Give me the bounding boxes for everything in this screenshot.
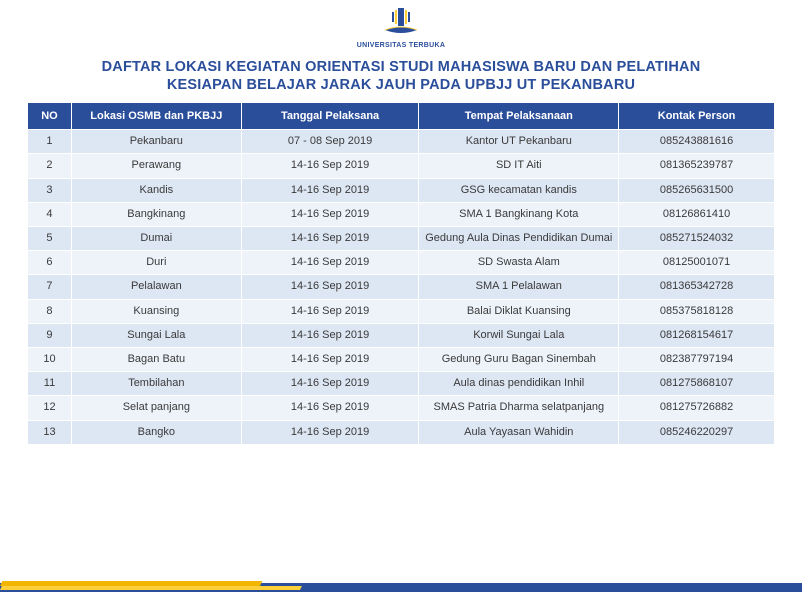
title-line-2: KESIAPAN BELAJAR JARAK JAUH PADA UPBJJ U… xyxy=(0,76,802,94)
logo-caption: UNIVERSITAS TERBUKA xyxy=(357,42,445,49)
cell: 14-16 Sep 2019 xyxy=(241,299,419,323)
locations-table: NO Lokasi OSMB dan PKBJJ Tanggal Pelaksa… xyxy=(27,102,775,444)
table-row: 1Pekanbaru07 - 08 Sep 2019Kantor UT Peka… xyxy=(28,130,775,154)
cell: 14-16 Sep 2019 xyxy=(241,323,419,347)
table-row: 6Duri14-16 Sep 2019SD Swasta Alam0812500… xyxy=(28,251,775,275)
cell: Pekanbaru xyxy=(71,130,241,154)
cell: SD IT Aiti xyxy=(419,154,619,178)
col-kontak: Kontak Person xyxy=(619,103,775,130)
cell: 11 xyxy=(28,372,72,396)
table-row: 11Tembilahan14-16 Sep 2019Aula dinas pen… xyxy=(28,372,775,396)
table-row: 5Dumai14-16 Sep 2019Gedung Aula Dinas Pe… xyxy=(28,227,775,251)
cell: 14-16 Sep 2019 xyxy=(241,178,419,202)
cell: Tembilahan xyxy=(71,372,241,396)
cell: SD Swasta Alam xyxy=(419,251,619,275)
cell: Aula dinas pendidikan Inhil xyxy=(419,372,619,396)
cell: Korwil Sungai Lala xyxy=(419,323,619,347)
table-row: 13Bangko14-16 Sep 2019Aula Yayasan Wahid… xyxy=(28,420,775,444)
cell: 081268154617 xyxy=(619,323,775,347)
cell: 10 xyxy=(28,347,72,371)
cell: 14-16 Sep 2019 xyxy=(241,227,419,251)
cell: 14-16 Sep 2019 xyxy=(241,372,419,396)
logo-block: UNIVERSITAS TERBUKA xyxy=(0,0,802,52)
footer-decor xyxy=(0,578,802,592)
table-row: 9Sungai Lala14-16 Sep 2019Korwil Sungai … xyxy=(28,323,775,347)
cell: 14-16 Sep 2019 xyxy=(241,251,419,275)
cell: 12 xyxy=(28,396,72,420)
cell: 081275726882 xyxy=(619,396,775,420)
table-row: 10Bagan Batu14-16 Sep 2019Gedung Guru Ba… xyxy=(28,347,775,371)
cell: 08125001071 xyxy=(619,251,775,275)
col-lokasi: Lokasi OSMB dan PKBJJ xyxy=(71,103,241,130)
cell: 07 - 08 Sep 2019 xyxy=(241,130,419,154)
cell: 14-16 Sep 2019 xyxy=(241,396,419,420)
footer-yellow-bar-2 xyxy=(0,586,302,590)
cell: Balai Diklat Kuansing xyxy=(419,299,619,323)
cell: 085246220297 xyxy=(619,420,775,444)
cell: Kuansing xyxy=(71,299,241,323)
cell: Sungai Lala xyxy=(71,323,241,347)
cell: 081365342728 xyxy=(619,275,775,299)
cell: 4 xyxy=(28,202,72,226)
table-header-row: NO Lokasi OSMB dan PKBJJ Tanggal Pelaksa… xyxy=(28,103,775,130)
table-row: 4Bangkinang14-16 Sep 2019SMA 1 Bangkinan… xyxy=(28,202,775,226)
cell: Gedung Guru Bagan Sinembah xyxy=(419,347,619,371)
cell: Bagan Batu xyxy=(71,347,241,371)
cell: 9 xyxy=(28,323,72,347)
cell: 6 xyxy=(28,251,72,275)
cell: 085265631500 xyxy=(619,178,775,202)
cell: 085271524032 xyxy=(619,227,775,251)
cell: GSG kecamatan kandis xyxy=(419,178,619,202)
cell: 085375818128 xyxy=(619,299,775,323)
title-line-1: DAFTAR LOKASI KEGIATAN ORIENTASI STUDI M… xyxy=(0,58,802,76)
cell: 2 xyxy=(28,154,72,178)
cell: Perawang xyxy=(71,154,241,178)
cell: Dumai xyxy=(71,227,241,251)
cell: Aula Yayasan Wahidin xyxy=(419,420,619,444)
cell: 085243881616 xyxy=(619,130,775,154)
cell: Pelalawan xyxy=(71,275,241,299)
table-row: 8Kuansing14-16 Sep 2019Balai Diklat Kuan… xyxy=(28,299,775,323)
cell: 3 xyxy=(28,178,72,202)
col-no: NO xyxy=(28,103,72,130)
table-row: 2Perawang14-16 Sep 2019SD IT Aiti0813652… xyxy=(28,154,775,178)
cell: 14-16 Sep 2019 xyxy=(241,275,419,299)
cell: 082387797194 xyxy=(619,347,775,371)
cell: Gedung Aula Dinas Pendidikan Dumai xyxy=(419,227,619,251)
table-row: 12Selat panjang14-16 Sep 2019SMAS Patria… xyxy=(28,396,775,420)
cell: SMA 1 Pelalawan xyxy=(419,275,619,299)
cell: Duri xyxy=(71,251,241,275)
table-row: 7Pelalawan14-16 Sep 2019SMA 1 Pelalawan0… xyxy=(28,275,775,299)
cell: 081275868107 xyxy=(619,372,775,396)
cell: Kantor UT Pekanbaru xyxy=(419,130,619,154)
page-title: DAFTAR LOKASI KEGIATAN ORIENTASI STUDI M… xyxy=(0,58,802,94)
cell: Kandis xyxy=(71,178,241,202)
cell: Bangko xyxy=(71,420,241,444)
cell: Selat panjang xyxy=(71,396,241,420)
cell: 7 xyxy=(28,275,72,299)
cell: SMA 1 Bangkinang Kota xyxy=(419,202,619,226)
cell: 1 xyxy=(28,130,72,154)
cell: 5 xyxy=(28,227,72,251)
cell: SMAS Patria Dharma selatpanjang xyxy=(419,396,619,420)
cell: 8 xyxy=(28,299,72,323)
table-row: 3Kandis14-16 Sep 2019GSG kecamatan kandi… xyxy=(28,178,775,202)
cell: 08126861410 xyxy=(619,202,775,226)
cell: Bangkinang xyxy=(71,202,241,226)
ut-logo-icon: UNIVERSITAS TERBUKA xyxy=(357,6,445,49)
cell: 081365239787 xyxy=(619,154,775,178)
cell: 14-16 Sep 2019 xyxy=(241,347,419,371)
cell: 14-16 Sep 2019 xyxy=(241,202,419,226)
cell: 14-16 Sep 2019 xyxy=(241,154,419,178)
table-body: 1Pekanbaru07 - 08 Sep 2019Kantor UT Peka… xyxy=(28,130,775,444)
cell: 13 xyxy=(28,420,72,444)
col-tanggal: Tanggal Pelaksana xyxy=(241,103,419,130)
cell: 14-16 Sep 2019 xyxy=(241,420,419,444)
col-tempat: Tempat Pelaksanaan xyxy=(419,103,619,130)
